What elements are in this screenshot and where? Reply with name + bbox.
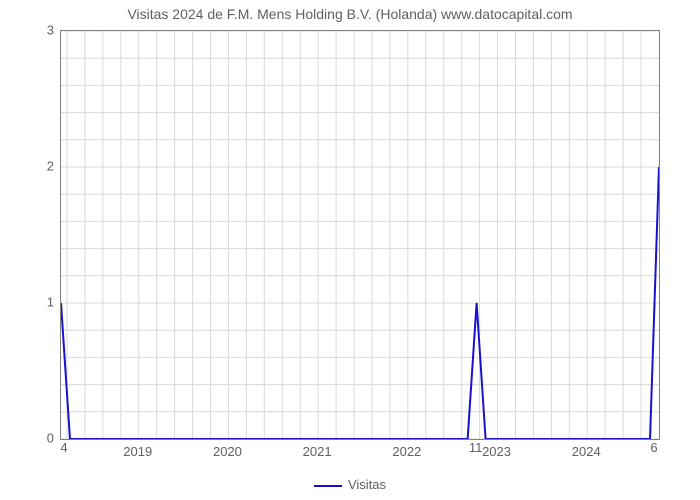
legend-swatch	[314, 485, 342, 487]
x-tick-label: 2024	[572, 444, 601, 459]
x-tick-label: 2021	[303, 444, 332, 459]
gridlines	[61, 31, 659, 439]
x-tick-label: 2022	[392, 444, 421, 459]
y-tick-label: 0	[24, 431, 54, 446]
y-tick-label: 2	[24, 159, 54, 174]
x-tick-label: 2020	[213, 444, 242, 459]
data-annotation: 11	[469, 440, 483, 455]
x-tick-label: 2023	[482, 444, 511, 459]
chart-title: Visitas 2024 de F.M. Mens Holding B.V. (…	[0, 6, 700, 22]
chart-container: Visitas 2024 de F.M. Mens Holding B.V. (…	[0, 0, 700, 500]
data-annotation: 4	[60, 440, 67, 455]
y-tick-label: 1	[24, 295, 54, 310]
legend: Visitas	[0, 477, 700, 492]
x-tick-label: 2019	[123, 444, 152, 459]
legend-label: Visitas	[348, 477, 386, 492]
y-tick-label: 3	[24, 23, 54, 38]
plot-area	[60, 30, 660, 440]
data-annotation: 6	[650, 440, 657, 455]
plot-svg	[61, 31, 659, 439]
